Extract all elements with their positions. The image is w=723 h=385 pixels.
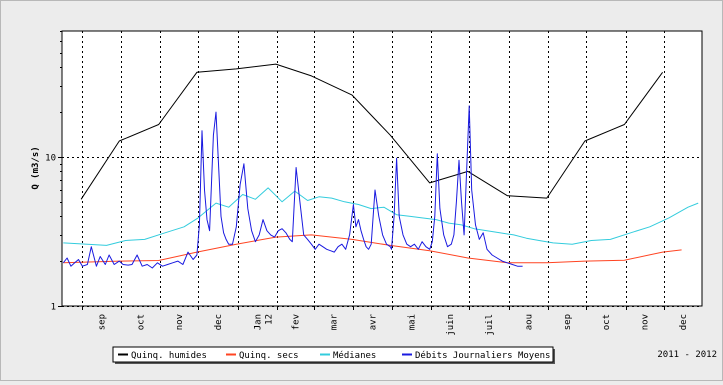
legend-label: Quinq. secs [239, 351, 299, 361]
x-tick-label: juin [446, 314, 456, 336]
series-lines [62, 63, 699, 269]
y-tick-label: 10 [45, 154, 56, 164]
x-tick-label: oct [136, 314, 146, 330]
series-line-quinq-humides [80, 63, 664, 200]
legend-label: Médianes [333, 350, 376, 361]
x-tick-label: mar [330, 313, 340, 330]
series-line-me-dianes [63, 187, 699, 246]
plot-area [61, 30, 703, 307]
axes: sep oct nov dec Jan 12 fev mar avr mai juin juil aou… [45, 31, 689, 336]
series-line-quinq-secs [63, 234, 682, 264]
x-tick-label: dec [679, 314, 689, 330]
x-tick-label: aou [524, 314, 534, 330]
x-tick-label: sep [97, 314, 107, 330]
x-tick-label: dec [214, 314, 224, 330]
x-tick-label: mai [407, 314, 417, 330]
y-tick-label: 1 [51, 303, 56, 313]
x-tick-label: avr [369, 313, 379, 330]
legend-label: Débits Journaliers Moyens [415, 350, 550, 361]
legend: Quinq. humides Quinq. secs Médianes Débits … [112, 346, 555, 364]
x-tick-label: 12 [264, 314, 274, 325]
x-tick-label: oct [602, 314, 612, 330]
x-tick-label: juil [485, 314, 495, 336]
legend-box [112, 346, 554, 363]
period-label: 2011 - 2012 [657, 350, 717, 360]
legend-label: Quinq. humides [131, 351, 207, 361]
series-line-de-bits-journaliers-moyens [62, 105, 523, 269]
x-tick-label: sep [563, 314, 573, 330]
y-axis-label: Q (m3/s) [31, 146, 41, 189]
x-tick-label: Jan [253, 314, 263, 330]
x-tick-label: fev [292, 314, 302, 330]
x-tick-label: nov [641, 314, 651, 330]
x-tick-label: nov [175, 314, 185, 330]
